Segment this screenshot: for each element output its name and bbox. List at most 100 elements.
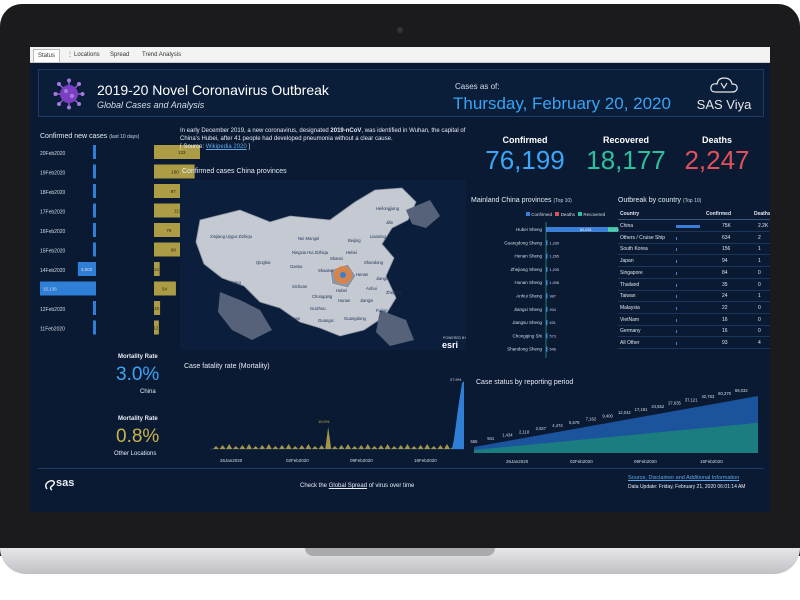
map-label: Nei Mongol <box>298 236 319 241</box>
status-label: 941 <box>487 436 495 441</box>
provinces-title: Mainland China provinces (Top 10) <box>471 197 572 204</box>
china-bar <box>93 301 96 315</box>
outbreak-row[interactable]: All Other 93 4 <box>618 338 770 349</box>
confirmed-bar <box>676 319 677 322</box>
outbreak-row[interactable]: Singapore 84 0 <box>618 268 770 279</box>
col-deaths[interactable]: Deaths <box>754 211 770 217</box>
confirmed-bar <box>676 284 677 287</box>
outbreak-row[interactable]: Thailand 35 0 <box>618 280 770 291</box>
confirmed-bar <box>676 272 677 275</box>
outbreak-row[interactable]: Malaysia 22 0 <box>618 303 770 314</box>
fatality-peak <box>452 381 464 449</box>
map-label: Hebei <box>346 250 357 255</box>
china-bar <box>93 184 96 198</box>
col-country[interactable]: Country <box>620 211 639 217</box>
tab-trend-analysis[interactable]: Trend Analysis <box>138 49 185 62</box>
map-label: Beijing <box>348 238 361 243</box>
country-cell: China <box>620 223 633 229</box>
status-x-tick: 09Feb2020 <box>634 459 657 464</box>
new-cases-title: Confirmed new cases (last 10 days) <box>40 133 139 140</box>
status-label: 5,578 <box>569 420 580 425</box>
confirmed-bar <box>676 225 700 228</box>
page-subtitle: Global Cases and Analysis <box>97 100 204 110</box>
province-name: Henan Sheng <box>514 254 542 259</box>
status-label: 42,763 <box>701 394 714 399</box>
outbreak-row[interactable]: Taiwan 24 1 <box>618 291 770 302</box>
tab-status[interactable]: Status <box>33 49 60 62</box>
status-label: 69,032 <box>735 389 748 393</box>
mortality-value-other: 0.8% <box>116 426 159 448</box>
laptop-base <box>0 548 800 574</box>
country-cell: Malaysia <box>620 305 640 311</box>
map-label: Ningxia Hui Zizhiqu <box>292 250 329 255</box>
confirmed-cell: 16 <box>722 328 728 334</box>
province-name: Chongqing Shi <box>512 333 542 338</box>
outbreak-header-row: Country Confirmed Deaths <box>618 209 770 220</box>
outbreak-row[interactable]: South Korea 156 1 <box>618 244 770 255</box>
outbreak-row[interactable]: VietNam 16 0 <box>618 315 770 326</box>
confirmed-cell: 634 <box>722 235 730 241</box>
country-cell: Germany <box>620 328 641 334</box>
country-cell: Thailand <box>620 282 639 288</box>
map-label: Heilongjiang <box>376 206 400 211</box>
laptop-notch <box>305 548 495 556</box>
status-label: 7,162 <box>586 417 597 422</box>
outbreak-row[interactable]: Germany 16 0 <box>618 326 770 337</box>
fatality-peak-label: 27.9% <box>450 377 462 382</box>
deaths-cell: 0 <box>758 305 761 311</box>
province-name: Jiangsu Sheng <box>512 320 542 325</box>
mortality-value-china: 3.0% <box>116 364 159 386</box>
map-label: Hunan <box>338 298 351 303</box>
confirmed-cell: 93 <box>722 340 728 346</box>
confirmed-bar <box>676 342 677 345</box>
map-label: Anhui <box>366 286 377 291</box>
status-x-tick: 02Feb2020 <box>570 459 593 464</box>
cases-as-of-label: Cases as of: <box>455 82 499 91</box>
other-bar-label: 100 <box>171 170 179 175</box>
other-bar-label: 15 <box>154 306 160 311</box>
fatality-mark <box>378 445 384 449</box>
fatality-mark <box>253 446 259 449</box>
fatality-mark <box>411 446 417 449</box>
outbreak-row[interactable]: Others / Cruise Ship 634 2 <box>618 233 770 244</box>
deaths-cell: 1 <box>758 246 761 252</box>
brand-name: SAS Viya <box>689 97 759 112</box>
fatality-mark <box>299 445 305 449</box>
date-label: 17Feb2020 <box>40 210 66 216</box>
fatality-mark <box>272 446 278 449</box>
map-label: Shaanxi <box>318 268 333 273</box>
other-bar-label: 12 <box>153 326 159 331</box>
fatality-mark <box>424 444 430 449</box>
fatality-mark <box>352 446 358 449</box>
map-label: Shanxi <box>330 256 343 261</box>
wikipedia-link[interactable]: Wikipedia 2020 <box>206 144 247 150</box>
map-label: Jilin <box>386 220 394 225</box>
source-disclaimer-link[interactable]: Source, Disclaimer and Additional Inform… <box>628 475 739 481</box>
confirmed-cell: 94 <box>722 258 728 264</box>
fatality-x-tick: 26Jan2020 <box>220 458 243 463</box>
new-cases-chart: 20Feb2020 13319Feb2020 10018Feb2020 9717Feb… <box>38 143 200 347</box>
global-spread-link[interactable]: Global Spread <box>329 483 367 489</box>
country-cell: VietNam <box>620 317 639 323</box>
map-label: Henan <box>356 272 369 277</box>
tab-locations[interactable]: Locations <box>70 49 104 62</box>
outbreak-table: China 75K 2.2K Others / Cruise Ship 634 2 Sout… <box>618 221 770 351</box>
tab-spread[interactable]: Spread <box>106 49 133 62</box>
deaths-cell: 1 <box>758 258 761 264</box>
fatality-mark <box>404 444 410 449</box>
date-label: 18Feb2020 <box>40 190 66 196</box>
confirmed-cell: 24 <box>722 293 728 299</box>
fatality-mark <box>279 445 285 449</box>
china-map[interactable]: Heilongjiang Jilin Liaoning Nei Mongol B… <box>180 180 466 350</box>
confirmed-cell: 75K <box>722 223 731 229</box>
map-label: Shandong <box>364 260 384 265</box>
outbreak-row[interactable]: China 75K 2.2K <box>618 221 770 232</box>
outbreak-row[interactable]: Japan 94 1 <box>618 256 770 267</box>
map-label: Sichuan <box>292 284 308 289</box>
confirmed-bar <box>676 295 677 298</box>
col-confirmed[interactable]: Confirmed <box>706 211 731 217</box>
province-name: Shandong Sheng <box>507 347 542 352</box>
mortality-region-other: Other Locations <box>114 451 156 457</box>
province-name: Guangdong Sheng <box>504 240 542 245</box>
province-name: Anhui Sheng <box>516 294 542 299</box>
